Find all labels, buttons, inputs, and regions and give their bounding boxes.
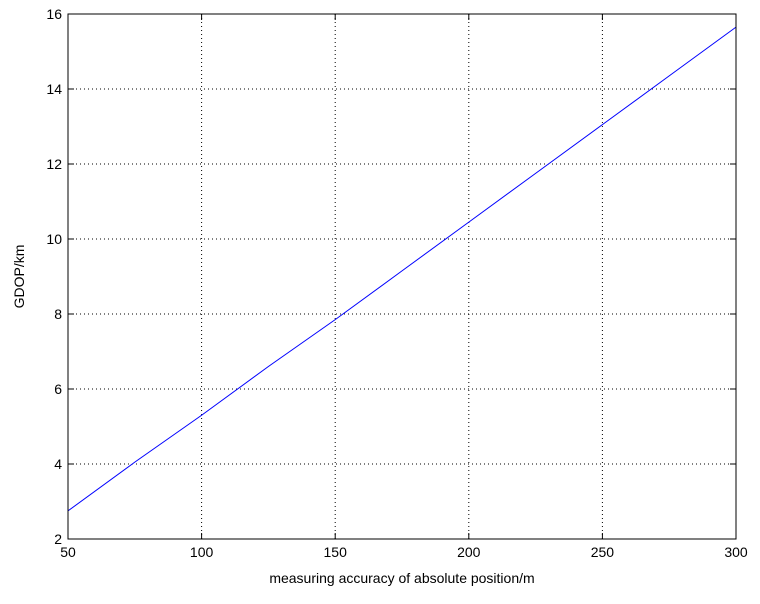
x-axis-label: measuring accuracy of absolute position/… bbox=[269, 570, 534, 586]
x-tick-label: 150 bbox=[324, 544, 348, 560]
y-tick-label: 16 bbox=[46, 6, 62, 22]
y-tick-label: 6 bbox=[54, 381, 62, 397]
x-tick-label: 100 bbox=[190, 544, 214, 560]
y-tick-label: 12 bbox=[46, 156, 62, 172]
ticks: 50 100 150 200 250 300 2 4 6 8 10 12 14 16 bbox=[46, 6, 747, 560]
grid bbox=[68, 14, 736, 539]
x-tick-label: 50 bbox=[60, 544, 76, 560]
y-tick-label: 10 bbox=[46, 231, 62, 247]
x-tick-label: 200 bbox=[457, 544, 481, 560]
y-axis-label: GDOP/km bbox=[11, 245, 27, 309]
y-tick-label: 14 bbox=[46, 81, 62, 97]
y-tick-label: 8 bbox=[54, 306, 62, 322]
y-tick-label: 2 bbox=[54, 531, 62, 547]
series-layer bbox=[67, 26, 737, 512]
plot-frame bbox=[67, 13, 737, 540]
y-tick-label: 4 bbox=[54, 456, 62, 472]
x-tick-label: 250 bbox=[591, 544, 615, 560]
x-tick-label: 300 bbox=[724, 544, 748, 560]
series-line bbox=[67, 26, 737, 512]
